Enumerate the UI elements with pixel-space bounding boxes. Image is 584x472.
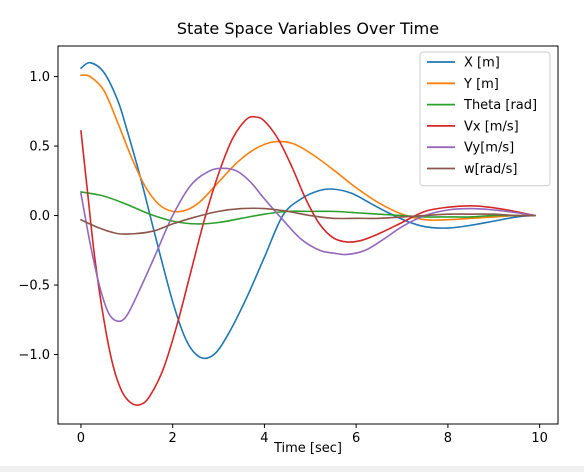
x-tick-label: 8 <box>444 431 452 446</box>
x-axis-label: Time [sec] <box>273 441 342 456</box>
x-tick-label: 4 <box>260 431 268 446</box>
legend-label: Vx [m/s] <box>464 119 519 134</box>
legend: X [m] Y [m] Theta [rad] Vx [m/s] Vy[m/s] w[ra… <box>420 52 550 186</box>
y-tick-label: −0.5 <box>18 279 50 294</box>
y-tick-label: 0.0 <box>29 209 50 224</box>
legend-label: Vy[m/s] <box>464 141 514 156</box>
x-tick-label: 0 <box>77 431 85 446</box>
chart-title: State Space Variables Over Time <box>177 19 439 38</box>
y-tick-label: 1.0 <box>29 70 50 85</box>
legend-label: Y [m] <box>463 77 499 92</box>
y-tick-label: 0.5 <box>29 140 50 155</box>
x-tick-label: 6 <box>352 431 360 446</box>
legend-label: Theta [rad] <box>463 98 537 113</box>
x-tick-label: 2 <box>169 431 177 446</box>
y-tick-label: −1.0 <box>18 348 50 363</box>
toolbar-strip <box>0 466 584 472</box>
legend-label: X [m] <box>464 56 500 71</box>
legend-label: w[rad/s] <box>464 162 518 177</box>
x-tick-label: 10 <box>531 431 548 446</box>
